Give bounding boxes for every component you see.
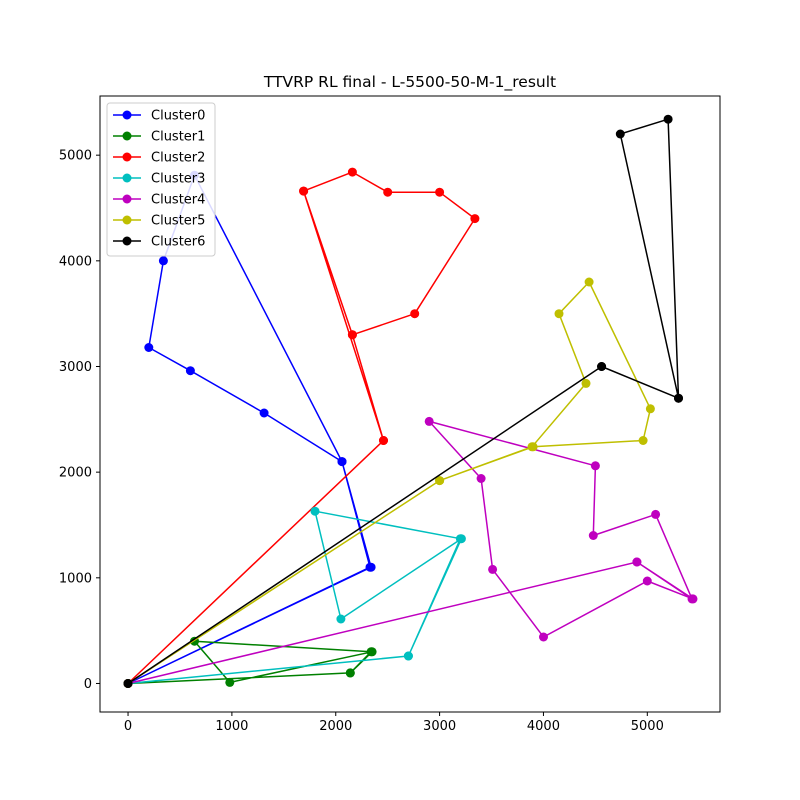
legend-marker-cluster0 [122, 110, 132, 120]
chart-title: TTVRP RL final - L-5500-50-M-1_result [263, 73, 556, 92]
data-point-cluster1-3 [225, 677, 235, 687]
legend-marker-cluster5 [122, 215, 132, 225]
legend-label-cluster6: Cluster6 [151, 235, 205, 250]
data-point-cluster4-6 [424, 416, 434, 426]
y-tick-label-0: 0 [84, 677, 92, 692]
series-layer [123, 114, 698, 688]
legend-box [106, 102, 216, 257]
legend-marker-cluster2 [122, 152, 132, 162]
data-point-cluster3-3 [310, 506, 320, 516]
plot-area-frame [99, 95, 721, 713]
data-point-cluster0-4 [185, 366, 195, 376]
series-line-cluster3 [127, 510, 463, 685]
data-point-cluster2-5 [435, 187, 445, 197]
data-point-cluster2-10 [347, 330, 357, 340]
data-point-cluster2-7 [410, 309, 420, 319]
y-tick-label-5: 5000 [59, 149, 92, 164]
data-point-cluster5-8 [527, 442, 537, 452]
data-point-cluster4-12 [632, 557, 642, 567]
legend-label-cluster2: Cluster2 [151, 151, 205, 166]
data-point-cluster3-5 [456, 534, 466, 544]
legend-label-cluster4: Cluster4 [151, 193, 205, 208]
x-tick-label-4: 4000 [527, 719, 560, 734]
data-point-cluster2-3 [347, 167, 357, 177]
y-tick-label-1: 1000 [59, 571, 92, 586]
x-tick-label-1: 1000 [215, 719, 248, 734]
data-point-cluster3-6 [403, 651, 413, 661]
data-point-cluster2-4 [383, 187, 393, 197]
legend-marker-cluster4 [122, 194, 132, 204]
data-point-cluster0-5 [144, 343, 154, 352]
series-line-cluster1 [127, 640, 373, 685]
data-point-cluster4-10 [642, 576, 652, 586]
series-cluster4 [123, 416, 698, 688]
data-point-cluster0-3 [259, 408, 269, 418]
legend: Cluster0 Cluster1 Cluster2 Cluster3 Cluster4… [106, 102, 216, 257]
legend-marker-cluster1 [122, 131, 132, 141]
x-tick-label-5: 5000 [631, 719, 664, 734]
data-point-cluster0-8 [337, 457, 347, 467]
legend-marker-cluster3 [122, 173, 132, 183]
y-axis: 0 1000 2000 3000 4000 5000 [59, 149, 100, 692]
data-point-cluster6-3 [615, 129, 625, 139]
y-tick-label-4: 4000 [59, 254, 92, 269]
data-point-cluster6-6 [597, 362, 607, 371]
data-point-cluster2-6 [470, 214, 480, 224]
y-tick-label-3: 3000 [59, 360, 92, 375]
data-point-cluster0-6 [158, 256, 168, 266]
data-point-cluster5-7 [581, 378, 591, 388]
data-point-cluster4-8 [488, 564, 498, 574]
data-point-cluster6-4 [663, 114, 673, 124]
legend-label-cluster3: Cluster3 [151, 172, 205, 187]
data-point-cluster2-9 [299, 186, 309, 196]
legend-label-cluster1: Cluster1 [151, 130, 205, 145]
data-point-cluster1-5 [366, 647, 376, 657]
legend-label-cluster5: Cluster5 [151, 214, 205, 229]
data-point-cluster5-5 [584, 277, 594, 287]
data-point-cluster5-4 [645, 404, 655, 414]
data-point-cluster4-7 [476, 474, 486, 483]
y-tick-label-2: 2000 [59, 466, 92, 481]
data-point-cluster6-5 [674, 393, 683, 403]
x-tick-label-3: 3000 [423, 719, 456, 734]
data-point-cluster5-9 [435, 476, 445, 486]
legend-marker-cluster6 [122, 236, 132, 246]
data-point-cluster4-4 [588, 531, 598, 540]
series-line-cluster6 [127, 118, 680, 685]
data-point-cluster4-11 [688, 594, 698, 604]
data-point-cluster4-3 [651, 509, 661, 519]
data-point-cluster1-6 [345, 668, 355, 678]
x-tick-label-2: 2000 [319, 719, 352, 734]
legend-label-cluster0: Cluster0 [151, 109, 205, 124]
data-point-cluster2-11 [379, 436, 388, 445]
data-point-cluster5-3 [638, 436, 648, 445]
series-line-cluster4 [127, 420, 694, 685]
x-axis: 0 1000 2000 3000 4000 5000 [124, 712, 664, 734]
data-point-cluster0-9 [366, 562, 376, 572]
data-point-cluster6-7 [123, 679, 133, 688]
data-point-cluster3-4 [336, 614, 346, 624]
data-point-cluster5-6 [554, 309, 564, 319]
x-tick-label-0: 0 [124, 719, 132, 734]
data-point-cluster4-5 [590, 461, 600, 471]
data-point-cluster4-9 [539, 632, 548, 642]
series-cluster6 [123, 114, 683, 688]
